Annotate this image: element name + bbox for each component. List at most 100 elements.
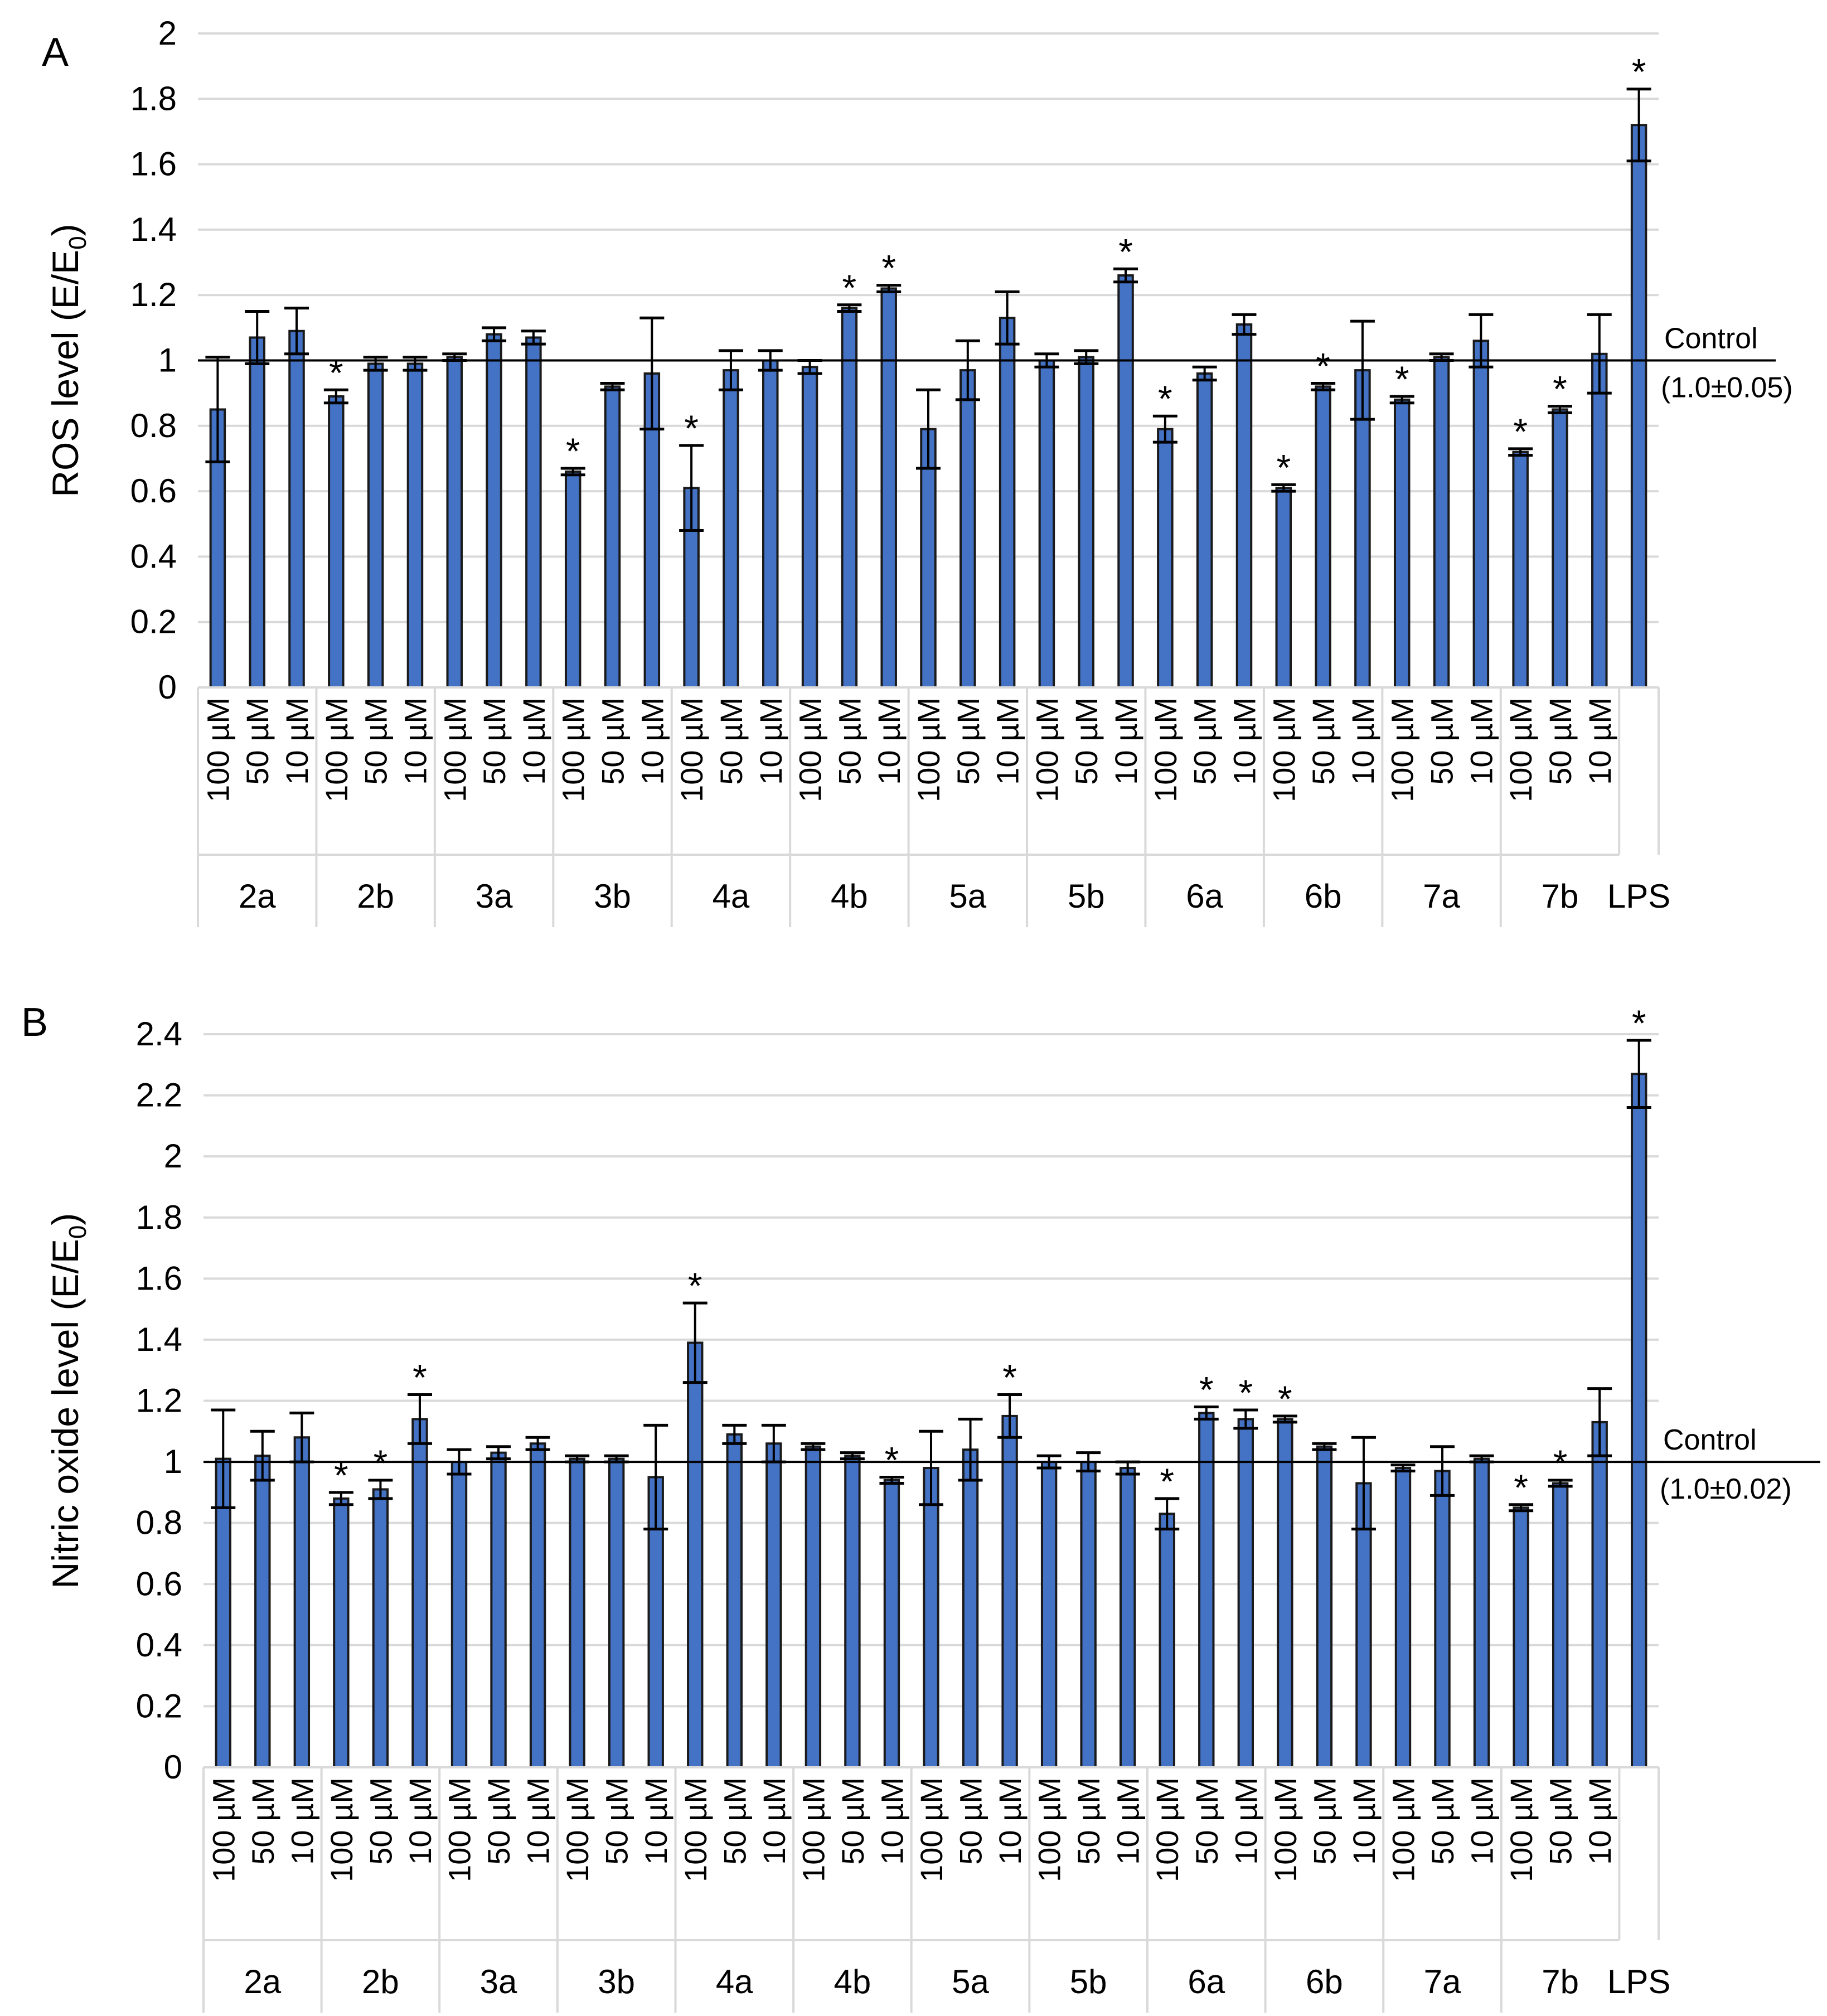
- x-tick-label: 10 µM: [871, 697, 907, 785]
- x-tick-label: 100 µM: [1029, 697, 1064, 802]
- group-label: 4a: [713, 878, 750, 915]
- significance-marker: *: [334, 1455, 348, 1496]
- x-tick-label: 50 µM: [953, 1777, 988, 1865]
- group-label: LPS: [1607, 1963, 1670, 2000]
- group-label: 6a: [1188, 1963, 1225, 2000]
- control-label: Control: [1664, 323, 1758, 355]
- x-tick-label: 50 µM: [481, 1777, 516, 1865]
- x-tick-label: 50 µM: [1188, 697, 1223, 785]
- significance-marker: *: [566, 430, 580, 472]
- y-tick-label: 2.2: [136, 1077, 182, 1114]
- x-tick-label: 50 µM: [1069, 697, 1104, 785]
- x-tick-label: 10 µM: [992, 1777, 1028, 1865]
- group-label: 5a: [952, 1963, 989, 2000]
- x-tick-label: 50 µM: [1424, 697, 1460, 785]
- bar: [1235, 323, 1253, 689]
- group-label: 3a: [476, 878, 513, 915]
- control-value-label: (1.0±0.05): [1661, 372, 1793, 404]
- bar: [1472, 340, 1490, 689]
- x-tick-label: 10 µM: [757, 1777, 792, 1865]
- bar: [1080, 1461, 1097, 1768]
- y-axis-title: ROS level (E/E0): [45, 224, 91, 497]
- group-label: 7a: [1423, 878, 1460, 915]
- ros-level-chart: 0 0.2 0.4 0.6 0.8 1 1.2 1.4 1.6 1.8 2 * * * * * * * * * * * * *…: [42, 14, 1793, 927]
- nitric-oxide-level-chart: 0 0.2 0.4 0.6 0.8 1 1.2 1.4 1.6 1.8 2 2.2 2.4 * * * * * * *…: [21, 1000, 1820, 2013]
- x-tick-label: 50 µM: [717, 1777, 752, 1865]
- y-tick-label: 0: [164, 1748, 182, 1786]
- y-tick-label: 0.8: [130, 407, 177, 444]
- bar: [805, 1445, 822, 1768]
- bar: [1393, 398, 1411, 689]
- group-label: 2a: [244, 1963, 281, 2000]
- bar: [1120, 1467, 1136, 1768]
- bar: [446, 356, 463, 689]
- group-label: 5b: [1068, 878, 1105, 915]
- significance-marker: *: [1160, 1461, 1174, 1502]
- bar: [288, 329, 305, 689]
- significance-marker: *: [413, 1357, 427, 1398]
- group-label: 7a: [1424, 1963, 1461, 2000]
- group-label: 5a: [949, 878, 986, 915]
- x-tick-label: 50 µM: [832, 697, 867, 785]
- x-tick-label: 100 µM: [200, 697, 235, 802]
- panel-b-chart: 0 0.2 0.4 0.6 0.8 1 1.2 1.4 1.6 1.8 2 2.2 2.4 * * * * * * *…: [0, 981, 1827, 2016]
- x-tick-label: 50 µM: [714, 697, 749, 785]
- x-tick-label: 100 µM: [1503, 697, 1538, 802]
- x-tick-label: 10 µM: [1345, 697, 1380, 785]
- significance-marker: *: [1513, 411, 1528, 452]
- bar: [1277, 1418, 1293, 1768]
- bar: [1117, 274, 1134, 689]
- x-tick-label: 50 µM: [1543, 697, 1578, 785]
- y-tick-label: 0.6: [130, 472, 177, 510]
- x-tick-label: 100 µM: [1385, 697, 1420, 802]
- x-tick-label: 10 µM: [1228, 1777, 1263, 1865]
- bar: [923, 1467, 939, 1768]
- x-tick-label: 100 µM: [1385, 1777, 1421, 1882]
- y-tick-label: 1.2: [136, 1382, 182, 1419]
- bar: [880, 287, 897, 689]
- x-tick-label: 100 µM: [556, 697, 591, 802]
- x-tick-label: 100 µM: [1266, 697, 1301, 802]
- x-tick-label: 100 µM: [914, 1777, 949, 1882]
- x-tick-label: 10 µM: [398, 697, 433, 785]
- x-tick-label: 50 µM: [363, 1777, 398, 1865]
- x-tick-label: 100 µM: [674, 697, 709, 802]
- y-axis-title-end: ): [45, 224, 86, 236]
- bar: [293, 1436, 311, 1768]
- significance-marker: *: [1002, 1357, 1017, 1398]
- group-label: 4b: [834, 1963, 871, 2000]
- bar: [962, 1448, 979, 1768]
- group-label: LPS: [1607, 878, 1670, 915]
- x-tick-label: 10 µM: [874, 1777, 909, 1865]
- x-tick-label: 100 µM: [437, 697, 472, 802]
- bar: [254, 1455, 271, 1768]
- group-label: 4a: [716, 1963, 753, 2000]
- y-tick-label: 0.4: [136, 1626, 182, 1664]
- bar: [1038, 359, 1055, 689]
- x-tick-label: 100 µM: [1148, 697, 1183, 802]
- bar: [1552, 408, 1568, 689]
- x-tick-label: 100 µM: [442, 1777, 477, 1882]
- x-tick-label: 10 µM: [638, 1777, 673, 1865]
- bar: [564, 470, 581, 689]
- x-tick-label: 100 µM: [796, 1777, 831, 1882]
- bar: [490, 1451, 507, 1768]
- bar: [687, 1341, 704, 1768]
- group-label: 3b: [598, 1963, 635, 2000]
- bar: [486, 333, 502, 689]
- bar: [801, 366, 818, 689]
- x-tick-label: 100 µM: [793, 697, 828, 802]
- y-tick-label: 1.8: [130, 80, 177, 117]
- y-tick-label: 1.6: [136, 1259, 182, 1297]
- bar: [765, 1442, 782, 1768]
- group-label: 6a: [1186, 878, 1223, 915]
- x-tick-label: 100 µM: [324, 1777, 359, 1882]
- significance-marker: *: [1276, 447, 1291, 488]
- y-axis-title-subscript: 0: [64, 1225, 91, 1239]
- y-tick-label: 1: [164, 1443, 182, 1480]
- significance-marker: *: [329, 352, 343, 393]
- group-label: 6b: [1305, 878, 1342, 915]
- bar: [1275, 487, 1292, 689]
- significance-marker: *: [1278, 1378, 1292, 1419]
- bar: [367, 362, 384, 689]
